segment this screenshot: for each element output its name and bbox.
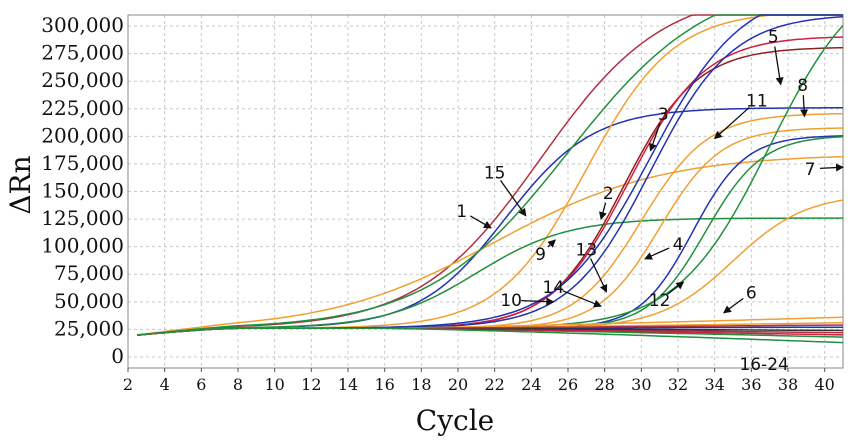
x-tick-label: 8 xyxy=(233,375,243,394)
y-tick-label: 200,000 xyxy=(41,123,124,147)
x-tick-label: 32 xyxy=(668,375,688,394)
annotation-label: 7 xyxy=(805,160,816,180)
annotation-arrow xyxy=(800,95,809,118)
series-line-3 xyxy=(137,14,843,336)
x-tick-label: 12 xyxy=(301,375,321,394)
x-tick-label: 34 xyxy=(704,375,724,394)
x-tick-label: 26 xyxy=(558,375,578,394)
series-line-6 xyxy=(137,199,844,336)
x-tick-label: 10 xyxy=(264,375,284,394)
y-tick-label: 0 xyxy=(111,344,124,368)
plot-area xyxy=(127,14,844,369)
y-tick-label: 225,000 xyxy=(41,96,124,120)
y-tick-label: 150,000 xyxy=(41,179,124,203)
y-tick-label: 300,000 xyxy=(41,13,124,37)
x-axis-title: Cycle xyxy=(416,404,494,437)
x-tick-label: 18 xyxy=(411,375,431,394)
x-tick-label: 4 xyxy=(160,375,170,394)
x-tick-label: 2 xyxy=(123,375,133,394)
x-tick-label: 30 xyxy=(631,375,651,394)
x-tick-label: 16 xyxy=(374,375,394,394)
y-tick-label: 125,000 xyxy=(41,206,124,230)
series-line-14 xyxy=(137,36,844,336)
y-tick-label: 50,000 xyxy=(54,289,124,313)
annotation-arrow xyxy=(722,297,744,314)
x-tick-label: 24 xyxy=(521,375,541,394)
annotation-arrow xyxy=(499,180,527,217)
x-tick-label: 36 xyxy=(741,375,761,394)
annotation-arrow xyxy=(667,281,685,295)
annotation-arrow xyxy=(644,247,670,260)
annotation-label: 3 xyxy=(658,105,669,125)
annotation-label: 4 xyxy=(673,235,684,255)
annotation-label: 2 xyxy=(603,184,614,204)
x-tick-label: 6 xyxy=(196,375,206,394)
x-tick-label: 22 xyxy=(484,375,504,394)
annotation-label: 9 xyxy=(535,245,546,265)
annotation-label: 1 xyxy=(456,202,467,222)
annotation-arrow xyxy=(547,239,556,248)
grid xyxy=(127,15,843,368)
annotation-label: 14 xyxy=(543,278,565,298)
series-line-2 xyxy=(137,155,844,336)
annotation-arrow xyxy=(649,122,661,152)
y-tick-label: 75,000 xyxy=(54,261,124,285)
series-line-12 xyxy=(137,127,844,336)
flat-line-24 xyxy=(137,327,844,344)
annotation-label: 8 xyxy=(797,76,808,96)
annotation-label: 10 xyxy=(500,291,522,311)
annotation-arrow xyxy=(521,297,555,306)
annotation-label: 12 xyxy=(649,291,671,311)
x-axis: 2 4 6 8 10 12 14 16 18 20 22 24 26 28 30 32 34 36 38 40 xyxy=(123,368,835,394)
series-group xyxy=(137,14,844,344)
annotation-label: 13 xyxy=(576,240,598,260)
x-tick-label: 14 xyxy=(338,375,358,394)
y-axis-title: ΔRn xyxy=(4,155,37,214)
annotation-label: 16-24 xyxy=(739,355,788,375)
y-axis: 0 25,000 50,000 75,000 100,000 125,000 150,000… xyxy=(41,13,124,368)
annotation-arrow xyxy=(713,106,750,140)
annotation-arrow xyxy=(819,163,844,172)
annotation-arrow xyxy=(562,290,602,308)
annotation-label: 5 xyxy=(768,28,779,48)
y-tick-label: 100,000 xyxy=(41,234,124,258)
y-tick-label: 275,000 xyxy=(41,41,124,65)
annotation-arrow xyxy=(469,215,492,229)
annotation-arrow xyxy=(599,202,607,221)
annotation-label: 15 xyxy=(484,163,506,183)
y-tick-label: 25,000 xyxy=(54,316,124,340)
annotation-label: 6 xyxy=(746,284,757,304)
x-tick-label: 40 xyxy=(814,375,834,394)
annotation-label: 11 xyxy=(746,92,768,112)
x-tick-label: 20 xyxy=(448,375,468,394)
y-tick-label: 250,000 xyxy=(41,68,124,92)
annotation-arrow xyxy=(590,258,608,293)
x-tick-label: 28 xyxy=(594,375,614,394)
annotation-arrow xyxy=(774,46,784,86)
x-tick-label: 38 xyxy=(778,375,798,394)
y-tick-label: 175,000 xyxy=(41,151,124,175)
series-line-4 xyxy=(137,217,843,336)
